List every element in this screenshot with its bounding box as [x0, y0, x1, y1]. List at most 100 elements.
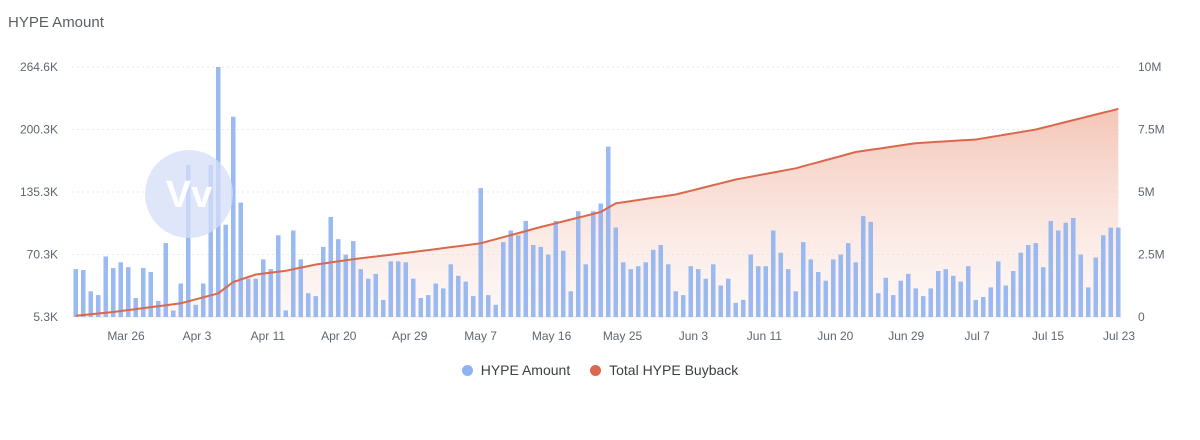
hype-amount-bar: [223, 224, 228, 317]
hype-amount-bar: [951, 275, 956, 317]
hype-amount-bar: [688, 266, 693, 317]
hype-amount-bar: [381, 299, 386, 317]
total-buyback-line: [75, 107, 1119, 317]
x-axis-tick-label: Jun 11: [747, 329, 782, 343]
hype-amount-bar: [463, 281, 468, 317]
x-axis-tick-label: Mar 26: [107, 329, 145, 343]
hype-amount-bar: [373, 273, 378, 317]
hype-amount-bar: [471, 296, 476, 317]
hype-amount-bar: [1018, 252, 1023, 317]
hype-amount-bar: [523, 220, 528, 317]
hype-amount-bar: [928, 288, 933, 317]
hype-amount-bar: [366, 278, 371, 317]
hype-amount-bar: [418, 298, 423, 317]
hype-amount-bar: [201, 283, 206, 317]
hype-amount-bar: [621, 262, 626, 317]
hype-amount-bar: [253, 278, 258, 317]
hype-amount-bar: [816, 272, 821, 317]
chart-legend: HYPE Amount Total HYPE Buyback: [0, 362, 1200, 379]
hype-amount-bar: [613, 227, 618, 317]
legend-item-hype-amount[interactable]: HYPE Amount: [461, 362, 571, 378]
hype-amount-bar: [298, 259, 303, 317]
hype-amount-bar: [441, 288, 446, 317]
left-axis-tick-label: 264.6K: [20, 60, 58, 74]
right-axis-tick-label: 2.5M: [1138, 248, 1165, 262]
hype-amount-bar: [786, 269, 791, 317]
x-axis-tick-label: May 25: [603, 329, 643, 343]
hype-amount-bar: [756, 266, 761, 317]
hype-amount-bar: [538, 246, 543, 317]
hype-amount-bar: [1048, 220, 1053, 317]
hype-amount-bar: [321, 246, 326, 317]
hype-amount-bar: [553, 220, 558, 317]
hype-amount-bar: [1086, 287, 1091, 317]
hype-amount-bar: [876, 293, 881, 317]
hype-amount-bar: [838, 254, 843, 317]
chart-canvas: 5.3K 0 70.3K 2.5M 135.3K 5M 200.3K 7.5M 264.6K 10…: [20, 60, 1165, 343]
hype-amount-bar: [651, 249, 656, 317]
legend-label-total-buyback: Total HYPE Buyback: [609, 362, 739, 378]
hype-amount-bar: [801, 242, 806, 317]
hype-amount-bar: [861, 216, 866, 317]
hype-amount-bar: [666, 264, 671, 317]
hype-amount-bar: [1056, 230, 1061, 317]
hype-amount-bar: [981, 297, 986, 317]
hype-amount-bar: [883, 277, 888, 317]
hype-amount-bar: [81, 270, 86, 317]
right-axis-tick-label: 5M: [1138, 185, 1155, 199]
hype-amount-bar: [358, 269, 363, 317]
hype-amount-bar: [411, 278, 416, 317]
amount-bar-layer: [73, 67, 1121, 317]
hype-amount-bar: [546, 254, 551, 317]
hype-amount-bar: [583, 264, 588, 317]
hype-amount-bar: [1071, 218, 1076, 317]
right-axis-tick-label: 7.5M: [1138, 123, 1165, 137]
legend-label-hype-amount: HYPE Amount: [480, 362, 571, 378]
hype-amount-bar: [193, 304, 198, 317]
hype-amount-bar: [733, 302, 738, 317]
hype-amount-bar: [208, 165, 213, 317]
x-axis-tick-label: Jul 7: [964, 329, 990, 343]
hype-amount-bar: [808, 259, 813, 317]
hype-amount-bar: [696, 269, 701, 317]
hype-amount-bar: [771, 230, 776, 317]
hype-amount-bar: [103, 256, 108, 317]
left-axis-tick-label: 200.3K: [20, 123, 58, 137]
legend-item-total-buyback[interactable]: Total HYPE Buyback: [590, 362, 738, 378]
left-axis-tick-label: 135.3K: [20, 185, 58, 199]
hype-amount-bar: [591, 211, 596, 317]
hype-amount-bar: [1108, 227, 1113, 317]
hype-amount-bar: [898, 280, 903, 317]
x-axis-tick-label: Apr 20: [321, 329, 357, 343]
hype-amount-bar: [823, 280, 828, 317]
hype-amount-bar: [283, 310, 288, 317]
hype-amount-bar: [306, 293, 311, 317]
hype-amount-bar: [576, 211, 581, 317]
hype-amount-bar: [403, 262, 408, 317]
watermark-logo: Vv: [145, 150, 233, 238]
hype-amount-bar: [268, 269, 273, 317]
hype-amount-bar: [73, 269, 78, 317]
hype-amount-bar: [943, 269, 948, 317]
hype-amount-bar: [448, 264, 453, 317]
chart-title: HYPE Amount: [8, 14, 104, 31]
hype-amount-bar: [568, 291, 573, 317]
hype-amount-bar: [163, 243, 168, 317]
x-axis-tick-label: May 16: [532, 329, 572, 343]
hype-amount-bar: [846, 243, 851, 317]
hype-amount-bar: [261, 259, 266, 317]
hype-amount-bar: [1041, 267, 1046, 317]
hype-amount-bar: [336, 239, 341, 317]
x-axis-tick-label: May 7: [464, 329, 497, 343]
hype-amount-bar: [118, 262, 123, 317]
hype-amount-bar: [516, 235, 521, 317]
x-axis-tick-label: Apr 3: [183, 329, 212, 343]
hype-amount-bar: [996, 261, 1001, 317]
hype-amount-bar: [148, 272, 153, 317]
hype-amount-bar: [643, 262, 648, 317]
hype-amount-bar: [868, 221, 873, 317]
x-axis-tick-label: Jun 29: [888, 329, 924, 343]
hype-amount-bar: [973, 299, 978, 317]
hype-amount-bar: [1101, 235, 1106, 317]
hype-amount-bar: [493, 304, 498, 317]
